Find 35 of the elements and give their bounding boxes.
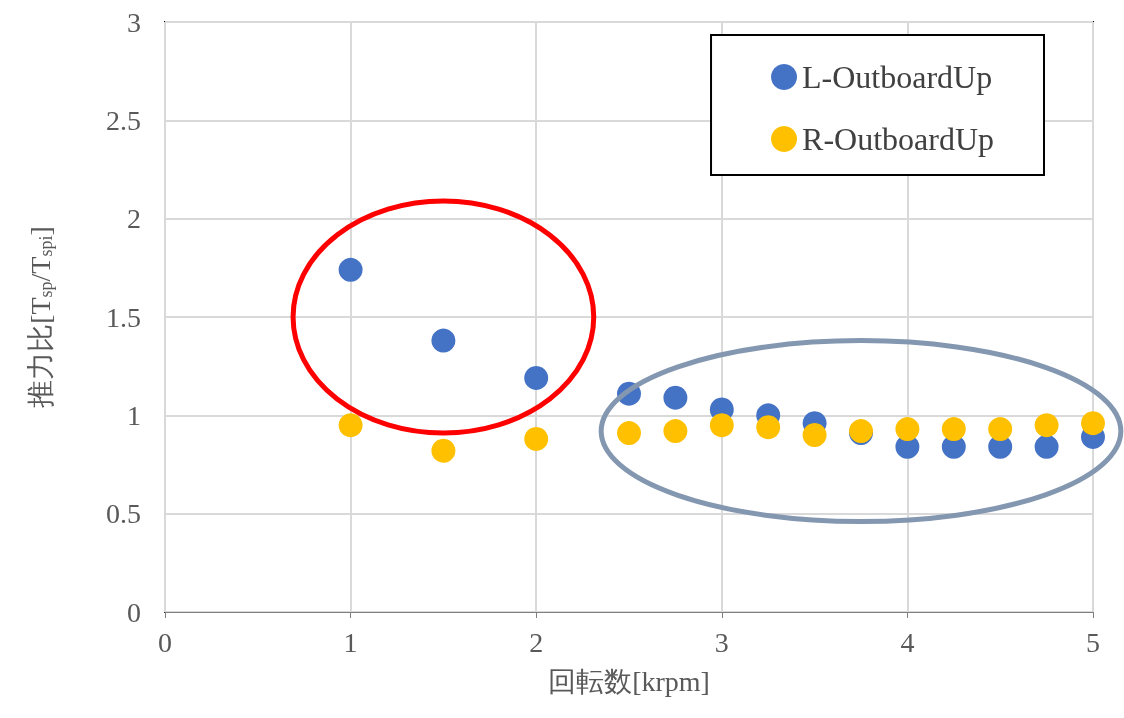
x-tick-label: 5: [1086, 626, 1100, 658]
y-tick-label: 1: [127, 399, 141, 431]
x-axis-title: 回転数[krpm]: [548, 665, 710, 697]
point: [1034, 434, 1059, 459]
y-axis-title: 推力比[Tsp/Tspi]: [24, 226, 56, 408]
y-tick-label: 2: [127, 203, 141, 235]
y-tick-label: 0: [127, 596, 141, 628]
y-tick-label: 2.5: [106, 104, 141, 136]
y-tick-label: 0.5: [106, 498, 141, 530]
point: [338, 257, 363, 282]
point: [524, 365, 549, 390]
point: [941, 417, 966, 442]
legend-label: L-OutboardUp: [802, 59, 993, 95]
point: [895, 417, 920, 442]
point: [663, 385, 688, 410]
point: [338, 413, 363, 438]
y-tick-label: 3: [127, 6, 141, 38]
point: [431, 328, 456, 353]
point: [431, 438, 456, 463]
x-tick-label: 1: [343, 626, 358, 658]
point: [1081, 411, 1105, 436]
point: [988, 417, 1013, 442]
x-tick-label: 2: [529, 626, 544, 658]
point: [617, 421, 641, 446]
legend-label: R-OutboardUp: [802, 121, 994, 157]
y-tick-label: 1.5: [106, 301, 141, 333]
point: [524, 426, 549, 451]
point: [663, 419, 688, 444]
point: [1034, 413, 1059, 438]
x-tick-label: 3: [714, 626, 729, 658]
x-tick-label: 4: [900, 626, 915, 658]
point: [709, 413, 734, 438]
point: [802, 423, 827, 447]
point: [756, 415, 781, 440]
x-tick-label: 0: [158, 626, 172, 658]
